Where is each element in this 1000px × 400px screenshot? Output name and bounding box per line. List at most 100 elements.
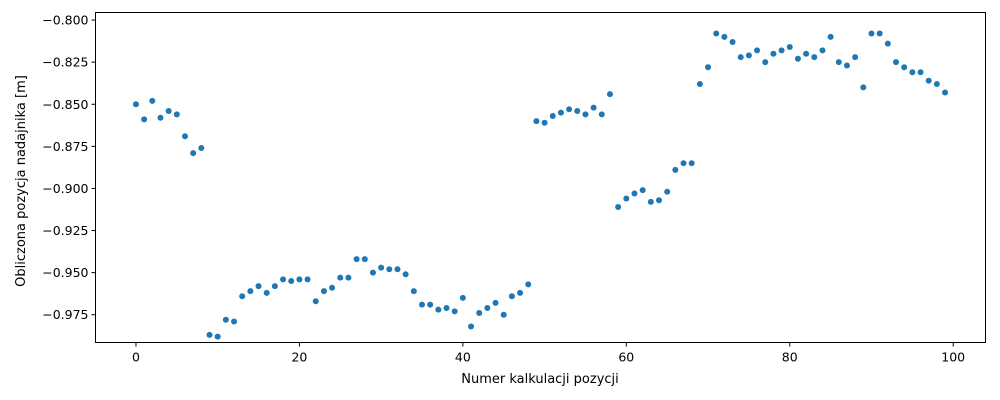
data-point bbox=[942, 89, 949, 96]
x-tick-label: 0 bbox=[132, 350, 140, 365]
y-tick-label: −0.800 bbox=[42, 13, 88, 28]
data-point bbox=[770, 50, 777, 57]
data-point bbox=[468, 323, 475, 330]
y-tick-label: −0.950 bbox=[42, 265, 88, 280]
data-point bbox=[623, 195, 630, 202]
data-point bbox=[271, 283, 278, 290]
data-point bbox=[590, 104, 597, 111]
data-point bbox=[533, 118, 540, 125]
data-point bbox=[222, 316, 229, 323]
plot-area-frame bbox=[95, 12, 986, 343]
data-point bbox=[803, 50, 810, 57]
data-point bbox=[574, 107, 581, 114]
data-point bbox=[835, 59, 842, 66]
data-point bbox=[173, 111, 180, 118]
y-tick-label: −0.925 bbox=[42, 223, 88, 238]
data-point bbox=[141, 116, 148, 123]
data-points bbox=[132, 30, 949, 340]
data-point bbox=[419, 301, 425, 308]
data-point bbox=[819, 47, 826, 54]
data-point bbox=[893, 59, 900, 66]
data-point bbox=[549, 113, 556, 120]
data-point bbox=[705, 64, 712, 71]
data-point bbox=[566, 106, 573, 113]
y-axis-label: Obliczona pozycja nadajnika [m] bbox=[14, 75, 29, 287]
x-axis-ticks: 0 20 40 60 80 100 bbox=[132, 342, 965, 365]
data-point bbox=[329, 284, 336, 291]
data-point bbox=[729, 38, 736, 45]
data-point bbox=[778, 47, 785, 54]
data-point bbox=[901, 64, 908, 71]
data-point bbox=[868, 30, 875, 37]
data-point bbox=[500, 311, 507, 318]
x-tick-label: 20 bbox=[291, 350, 307, 365]
data-point bbox=[737, 54, 744, 61]
data-point bbox=[476, 310, 483, 317]
data-point bbox=[288, 278, 295, 285]
y-tick-label: −0.900 bbox=[42, 181, 88, 196]
data-point bbox=[386, 266, 393, 273]
data-point bbox=[198, 145, 205, 152]
data-point bbox=[435, 306, 442, 313]
data-point bbox=[492, 299, 499, 306]
data-point bbox=[680, 160, 687, 167]
data-point bbox=[378, 264, 385, 271]
data-point bbox=[541, 119, 548, 126]
data-point bbox=[557, 109, 564, 116]
data-point bbox=[427, 301, 434, 308]
data-point bbox=[721, 33, 728, 40]
data-point bbox=[369, 269, 376, 276]
data-point bbox=[598, 111, 605, 118]
data-point bbox=[884, 40, 891, 47]
data-point bbox=[525, 281, 532, 288]
data-point bbox=[672, 166, 679, 173]
data-point bbox=[762, 59, 769, 66]
data-point bbox=[304, 276, 311, 283]
data-point bbox=[296, 276, 303, 283]
data-point bbox=[606, 91, 613, 98]
data-point bbox=[255, 283, 262, 290]
data-point bbox=[713, 30, 720, 37]
data-point bbox=[754, 47, 761, 54]
data-point bbox=[149, 97, 156, 104]
data-point bbox=[484, 304, 491, 311]
data-point bbox=[517, 289, 524, 296]
data-point bbox=[247, 288, 254, 295]
data-point bbox=[239, 293, 246, 300]
data-point bbox=[508, 293, 515, 300]
data-point bbox=[206, 331, 213, 338]
data-point bbox=[190, 150, 197, 157]
y-tick-label: −0.875 bbox=[42, 139, 88, 154]
data-point bbox=[337, 274, 344, 281]
data-point bbox=[852, 54, 859, 61]
data-point bbox=[647, 198, 654, 205]
data-point bbox=[410, 288, 417, 295]
data-point bbox=[909, 69, 916, 76]
x-tick-label: 80 bbox=[782, 350, 798, 365]
data-point bbox=[353, 256, 360, 263]
data-point bbox=[933, 81, 940, 88]
data-point bbox=[860, 84, 867, 91]
data-point bbox=[345, 274, 352, 281]
data-point bbox=[843, 62, 850, 69]
data-point bbox=[876, 30, 883, 37]
data-point bbox=[917, 69, 924, 76]
y-tick-label: −0.825 bbox=[42, 55, 88, 70]
x-tick-label: 60 bbox=[618, 350, 634, 365]
data-point bbox=[631, 190, 638, 197]
data-point bbox=[459, 294, 466, 301]
data-point bbox=[688, 160, 695, 167]
data-point bbox=[639, 187, 646, 194]
data-point bbox=[394, 266, 401, 273]
data-point bbox=[786, 44, 793, 51]
data-point bbox=[181, 133, 188, 140]
data-point bbox=[263, 289, 270, 296]
data-point bbox=[280, 276, 287, 283]
data-point bbox=[827, 33, 834, 40]
data-point bbox=[615, 203, 622, 210]
data-point bbox=[320, 288, 327, 295]
data-point bbox=[656, 197, 662, 204]
data-point bbox=[925, 77, 932, 84]
data-point bbox=[312, 298, 319, 305]
